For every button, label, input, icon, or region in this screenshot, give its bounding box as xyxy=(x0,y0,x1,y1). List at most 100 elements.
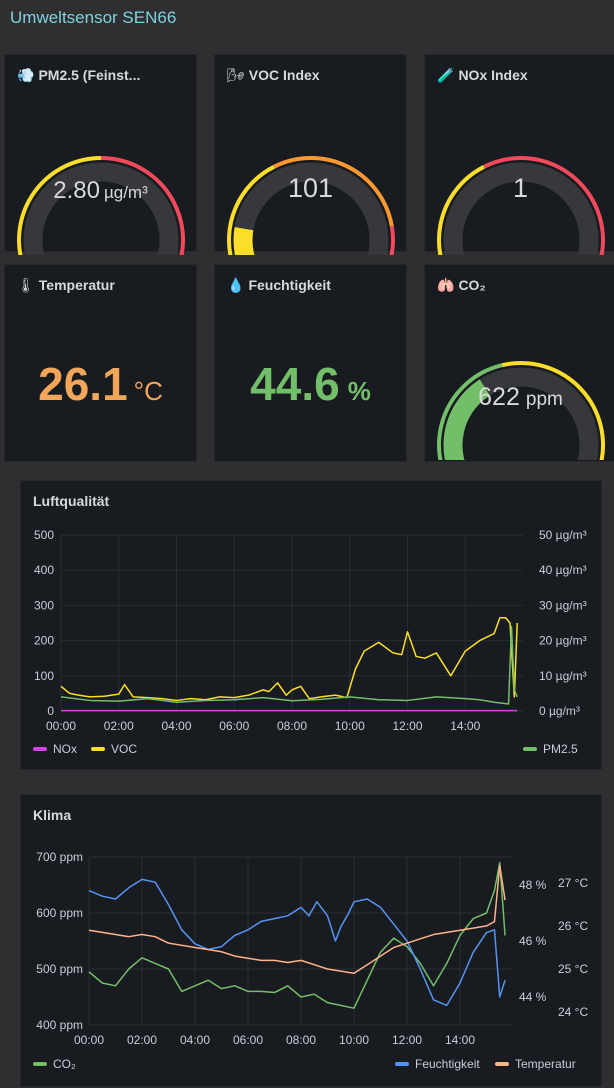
nox-track xyxy=(443,162,599,255)
x-tick: 02:00 xyxy=(104,719,134,733)
x-tick: 08:00 xyxy=(286,1033,316,1047)
pm25-unit: µg/m³ xyxy=(103,183,148,202)
lungs-icon: 🫁 xyxy=(437,277,455,293)
y-humidity-tick: 46 % xyxy=(519,934,547,948)
y-left-tick: 500 ppm xyxy=(36,962,83,976)
humidity-value: 44.6 xyxy=(250,358,340,410)
klima-panel[interactable]: Klima 700 ppm 600 ppm 500 ppm 400 ppm 48 % 46… xyxy=(20,794,602,1087)
y-temperature-tick: 26 °C xyxy=(558,919,588,933)
voc-threshold-2 xyxy=(273,156,394,227)
humidity-unit: % xyxy=(347,376,371,406)
pm25-gauge xyxy=(17,156,185,255)
legend-label: CO₂ xyxy=(53,1057,76,1071)
series-line-humidity xyxy=(88,878,506,1007)
y-temperature-tick: 27 °C xyxy=(558,876,588,890)
luftqualitaet-chart[interactable]: 500 50 µg/m³ 400 40 µg/m³ 300 30 µg/m³ 200 20 µ… xyxy=(21,481,603,771)
series-line-pm25 xyxy=(60,625,518,705)
legend-label: Temperatur xyxy=(515,1057,576,1071)
x-tick: 14:00 xyxy=(445,1033,475,1047)
test-tube-icon: 🧪 xyxy=(437,67,455,83)
voc-panel[interactable]: 🌬 VOC Index 101 xyxy=(214,54,407,255)
x-tick: 00:00 xyxy=(46,719,76,733)
legend-label: PM2.5 xyxy=(543,742,578,756)
pm25-track xyxy=(23,162,179,255)
y-temperature-tick: 25 °C xyxy=(558,962,588,976)
y-left-tick: 400 ppm xyxy=(36,1018,83,1032)
y-left-tick: 700 ppm xyxy=(36,850,83,864)
y-temperature-tick: 24 °C xyxy=(558,1005,588,1019)
series-line-voc xyxy=(60,616,518,702)
x-tick: 04:00 xyxy=(180,1033,210,1047)
pm25-panel[interactable]: 💨 PM2.5 (Feinst... 2.80 µg/m³ xyxy=(4,54,197,255)
y-right-tick: 0 µg/m³ xyxy=(539,704,580,718)
y-left-tick: 0 xyxy=(47,704,54,718)
y-left-tick: 100 xyxy=(34,669,54,683)
nox-gauge xyxy=(437,156,605,255)
x-tick: 10:00 xyxy=(339,1033,369,1047)
co2-value-fill xyxy=(443,379,491,460)
luftqualitaet-panel[interactable]: Luftqualität 500 50 µg/m³ 400 40 µg/m³ 300 30… xyxy=(20,480,602,770)
y-right-tick: 40 µg/m³ xyxy=(539,563,587,577)
legend-swatch xyxy=(523,747,537,751)
co2-threshold-1 xyxy=(501,361,605,460)
pm25-threshold-2 xyxy=(100,156,185,255)
series-line-co2 xyxy=(88,861,506,1009)
y-left-tick: 500 xyxy=(34,528,54,542)
y-left-tick: 300 xyxy=(34,598,54,612)
x-tick: 12:00 xyxy=(392,1033,422,1047)
dashboard-title: Umweltsensor SEN66 xyxy=(10,8,177,27)
co2-value: 622 xyxy=(478,383,520,411)
legend-label: Feuchtigkeit xyxy=(415,1057,480,1071)
wind-icon: 🌬 xyxy=(227,67,245,83)
legend-swatch xyxy=(33,1062,47,1066)
pm25-title: PM2.5 (Feinst... xyxy=(38,67,141,83)
x-tick: 00:00 xyxy=(74,1033,104,1047)
pm25-value: 2.80 xyxy=(53,177,100,204)
y-right-tick: 50 µg/m³ xyxy=(539,528,587,542)
x-tick: 06:00 xyxy=(219,719,249,733)
x-tick: 06:00 xyxy=(233,1033,263,1047)
nox-value: 1 xyxy=(512,173,529,203)
voc-title: VOC Index xyxy=(248,67,320,83)
x-tick: 08:00 xyxy=(277,719,307,733)
thermometer-icon: 🌡 xyxy=(17,277,35,293)
droplet-icon: 💧 xyxy=(227,277,245,293)
y-left-tick: 400 xyxy=(34,563,54,577)
legend-swatch xyxy=(33,747,47,751)
nox-title: NOx Index xyxy=(458,67,528,83)
voc-threshold-1 xyxy=(227,165,275,255)
voc-value-fill xyxy=(233,227,255,255)
temp-unit: °C xyxy=(133,376,163,406)
y-humidity-tick: 44 % xyxy=(519,990,547,1004)
co2-title: CO₂ xyxy=(458,277,486,293)
nox-threshold-2 xyxy=(483,156,605,255)
co2-threshold-0 xyxy=(437,363,503,460)
x-tick: 12:00 xyxy=(392,719,422,733)
y-humidity-tick: 48 % xyxy=(519,878,547,892)
x-tick: 10:00 xyxy=(335,719,365,733)
co2-unit: ppm xyxy=(525,389,563,410)
temp-panel[interactable]: 🌡 Temperatur 26.1 °C xyxy=(4,264,197,462)
y-right-tick: 20 µg/m³ xyxy=(539,634,587,648)
humidity-panel[interactable]: 💧 Feuchtigkeit 44.6% xyxy=(214,264,407,462)
voc-threshold-3 xyxy=(389,225,395,255)
nox-panel[interactable]: 🧪 NOx Index 1 xyxy=(424,54,614,255)
legend-swatch xyxy=(395,1062,409,1066)
y-right-tick: 10 µg/m³ xyxy=(539,669,587,683)
dust-icon: 💨 xyxy=(17,67,35,83)
x-tick: 02:00 xyxy=(127,1033,157,1047)
y-right-tick: 30 µg/m³ xyxy=(539,598,587,612)
legend-swatch xyxy=(495,1062,509,1066)
co2-panel[interactable]: 🫁 CO₂ 622 ppm xyxy=(424,264,614,462)
legend-swatch xyxy=(91,747,105,751)
klima-title: Klima xyxy=(33,807,72,823)
klima-chart[interactable]: 700 ppm 600 ppm 500 ppm 400 ppm 48 % 46 % 44 %… xyxy=(21,795,603,1088)
humidity-title: Feuchtigkeit xyxy=(248,277,331,293)
voc-gauge xyxy=(227,156,395,255)
luftqualitaet-title: Luftqualität xyxy=(33,493,110,509)
co2-gauge xyxy=(437,361,605,460)
y-left-tick: 600 ppm xyxy=(36,906,83,920)
pm25-threshold-1 xyxy=(17,156,102,255)
temp-value: 26.1 xyxy=(38,358,128,410)
nox-threshold-1 xyxy=(437,165,485,255)
